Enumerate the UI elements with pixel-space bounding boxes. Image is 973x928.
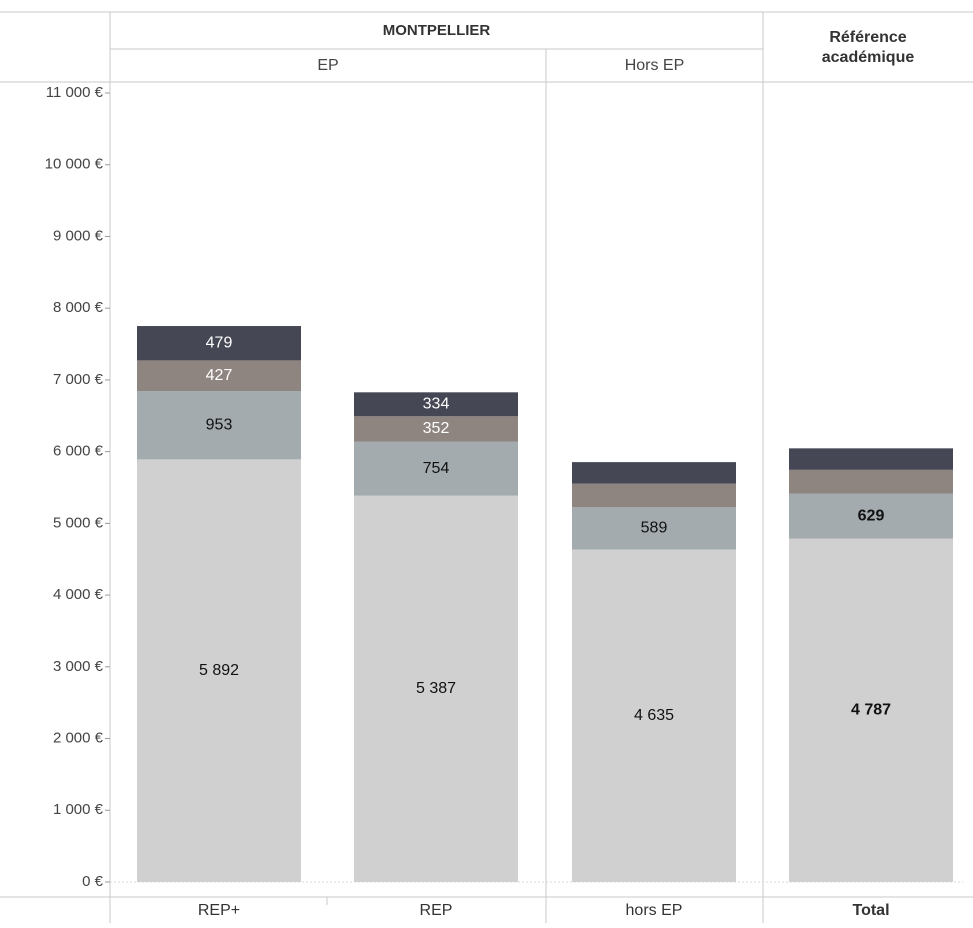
y-tick-label: 1 000 € [53,801,104,818]
bar-segment [789,493,953,539]
bar-value-label: 589 [641,520,668,537]
bar-value-label: 5 387 [416,680,456,697]
bar-segment [137,326,301,361]
bar-value-label: 754 [423,460,450,477]
y-tick-label: 11 000 € [46,84,104,101]
reference-label-line2: académique [822,49,915,66]
bar-segment [572,483,736,508]
bar-segment [789,448,953,470]
y-tick-label: 0 € [82,873,104,890]
bar-segment [354,495,518,882]
y-tick-label: 9 000 € [53,227,104,244]
y-tick-label: 4 000 € [53,586,104,603]
x-category-label: REP+ [198,902,240,919]
bar-segment [354,441,518,496]
subgroup-label-ep: EP [317,57,338,74]
bar-segment [789,538,953,882]
reference-label-line1: Référence [829,29,906,46]
bar-value-label: 352 [423,420,450,437]
bar-segment [137,459,301,882]
subgroup-label-hors-ep: Hors EP [625,57,685,74]
y-tick-label: 8 000 € [53,299,104,316]
y-tick-label: 10 000 € [45,156,104,173]
bar-value-label: 334 [423,396,450,413]
y-tick-label: 2 000 € [53,730,104,747]
bar-value-label: 5 892 [199,662,239,679]
x-category-label: hors EP [626,902,683,919]
group-header-label: MONTPELLIER [383,22,491,39]
bar-segment [572,549,736,882]
bar-segment [137,360,301,392]
bar-segment [354,392,518,417]
bar-segment [572,462,736,484]
x-category-label: Total [852,902,889,919]
bar-value-label: 4 635 [634,707,674,724]
y-tick-label: 5 000 € [53,514,104,531]
bar-segment [354,416,518,442]
bar-segment [137,391,301,460]
bar-segment [572,507,736,550]
bar-segment [789,469,953,494]
bar-value-label: 427 [206,367,233,384]
y-tick-label: 6 000 € [53,443,104,460]
bar-value-label: 4 787 [851,702,891,719]
bar-value-label: 953 [206,416,233,433]
y-tick-label: 3 000 € [53,658,104,675]
bar-value-label: 629 [858,507,885,524]
bar-value-label: 479 [206,334,233,351]
x-category-label: REP [420,902,453,919]
y-tick-label: 7 000 € [53,371,104,388]
